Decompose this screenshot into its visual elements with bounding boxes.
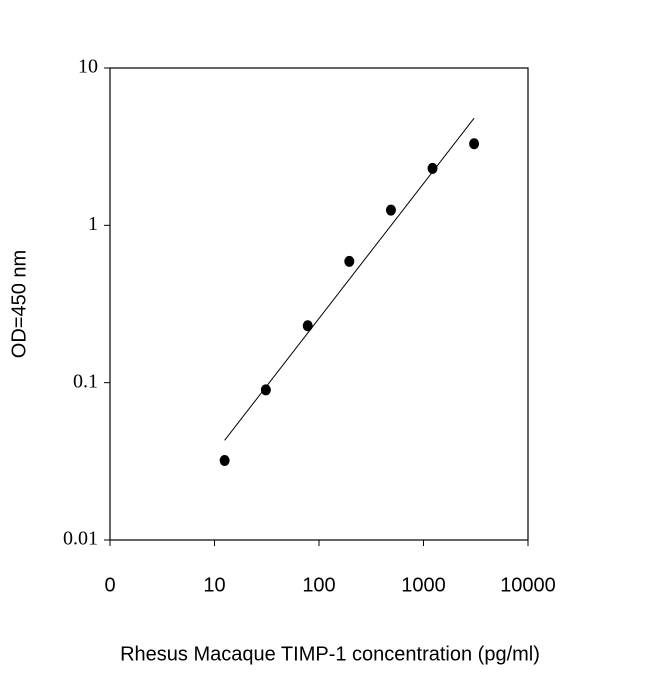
- x-tick-label: 100: [302, 574, 335, 596]
- data-point: [260, 384, 271, 396]
- data-point: [219, 455, 230, 467]
- x-tick-label: 10000: [500, 574, 556, 596]
- y-tick-label: 0.01: [63, 528, 98, 550]
- data-point: [302, 320, 313, 332]
- y-tick-label: 0.1: [73, 370, 98, 392]
- y-tick-label: 10: [78, 56, 98, 78]
- data-point: [385, 204, 396, 216]
- x-tick-label: 1000: [401, 574, 446, 596]
- y-axis-label: OD=450 nm: [8, 250, 30, 358]
- x-axis-label: Rhesus Macaque TIMP-1 concentration (pg/…: [120, 643, 540, 665]
- y-tick-label: 1: [88, 213, 98, 235]
- x-tick-label: 10: [203, 574, 225, 596]
- plot-frame: [109, 67, 529, 541]
- data-point: [469, 138, 480, 150]
- data-point: [344, 255, 355, 267]
- data-point: [427, 162, 438, 174]
- x-tick-label: 0: [104, 574, 115, 596]
